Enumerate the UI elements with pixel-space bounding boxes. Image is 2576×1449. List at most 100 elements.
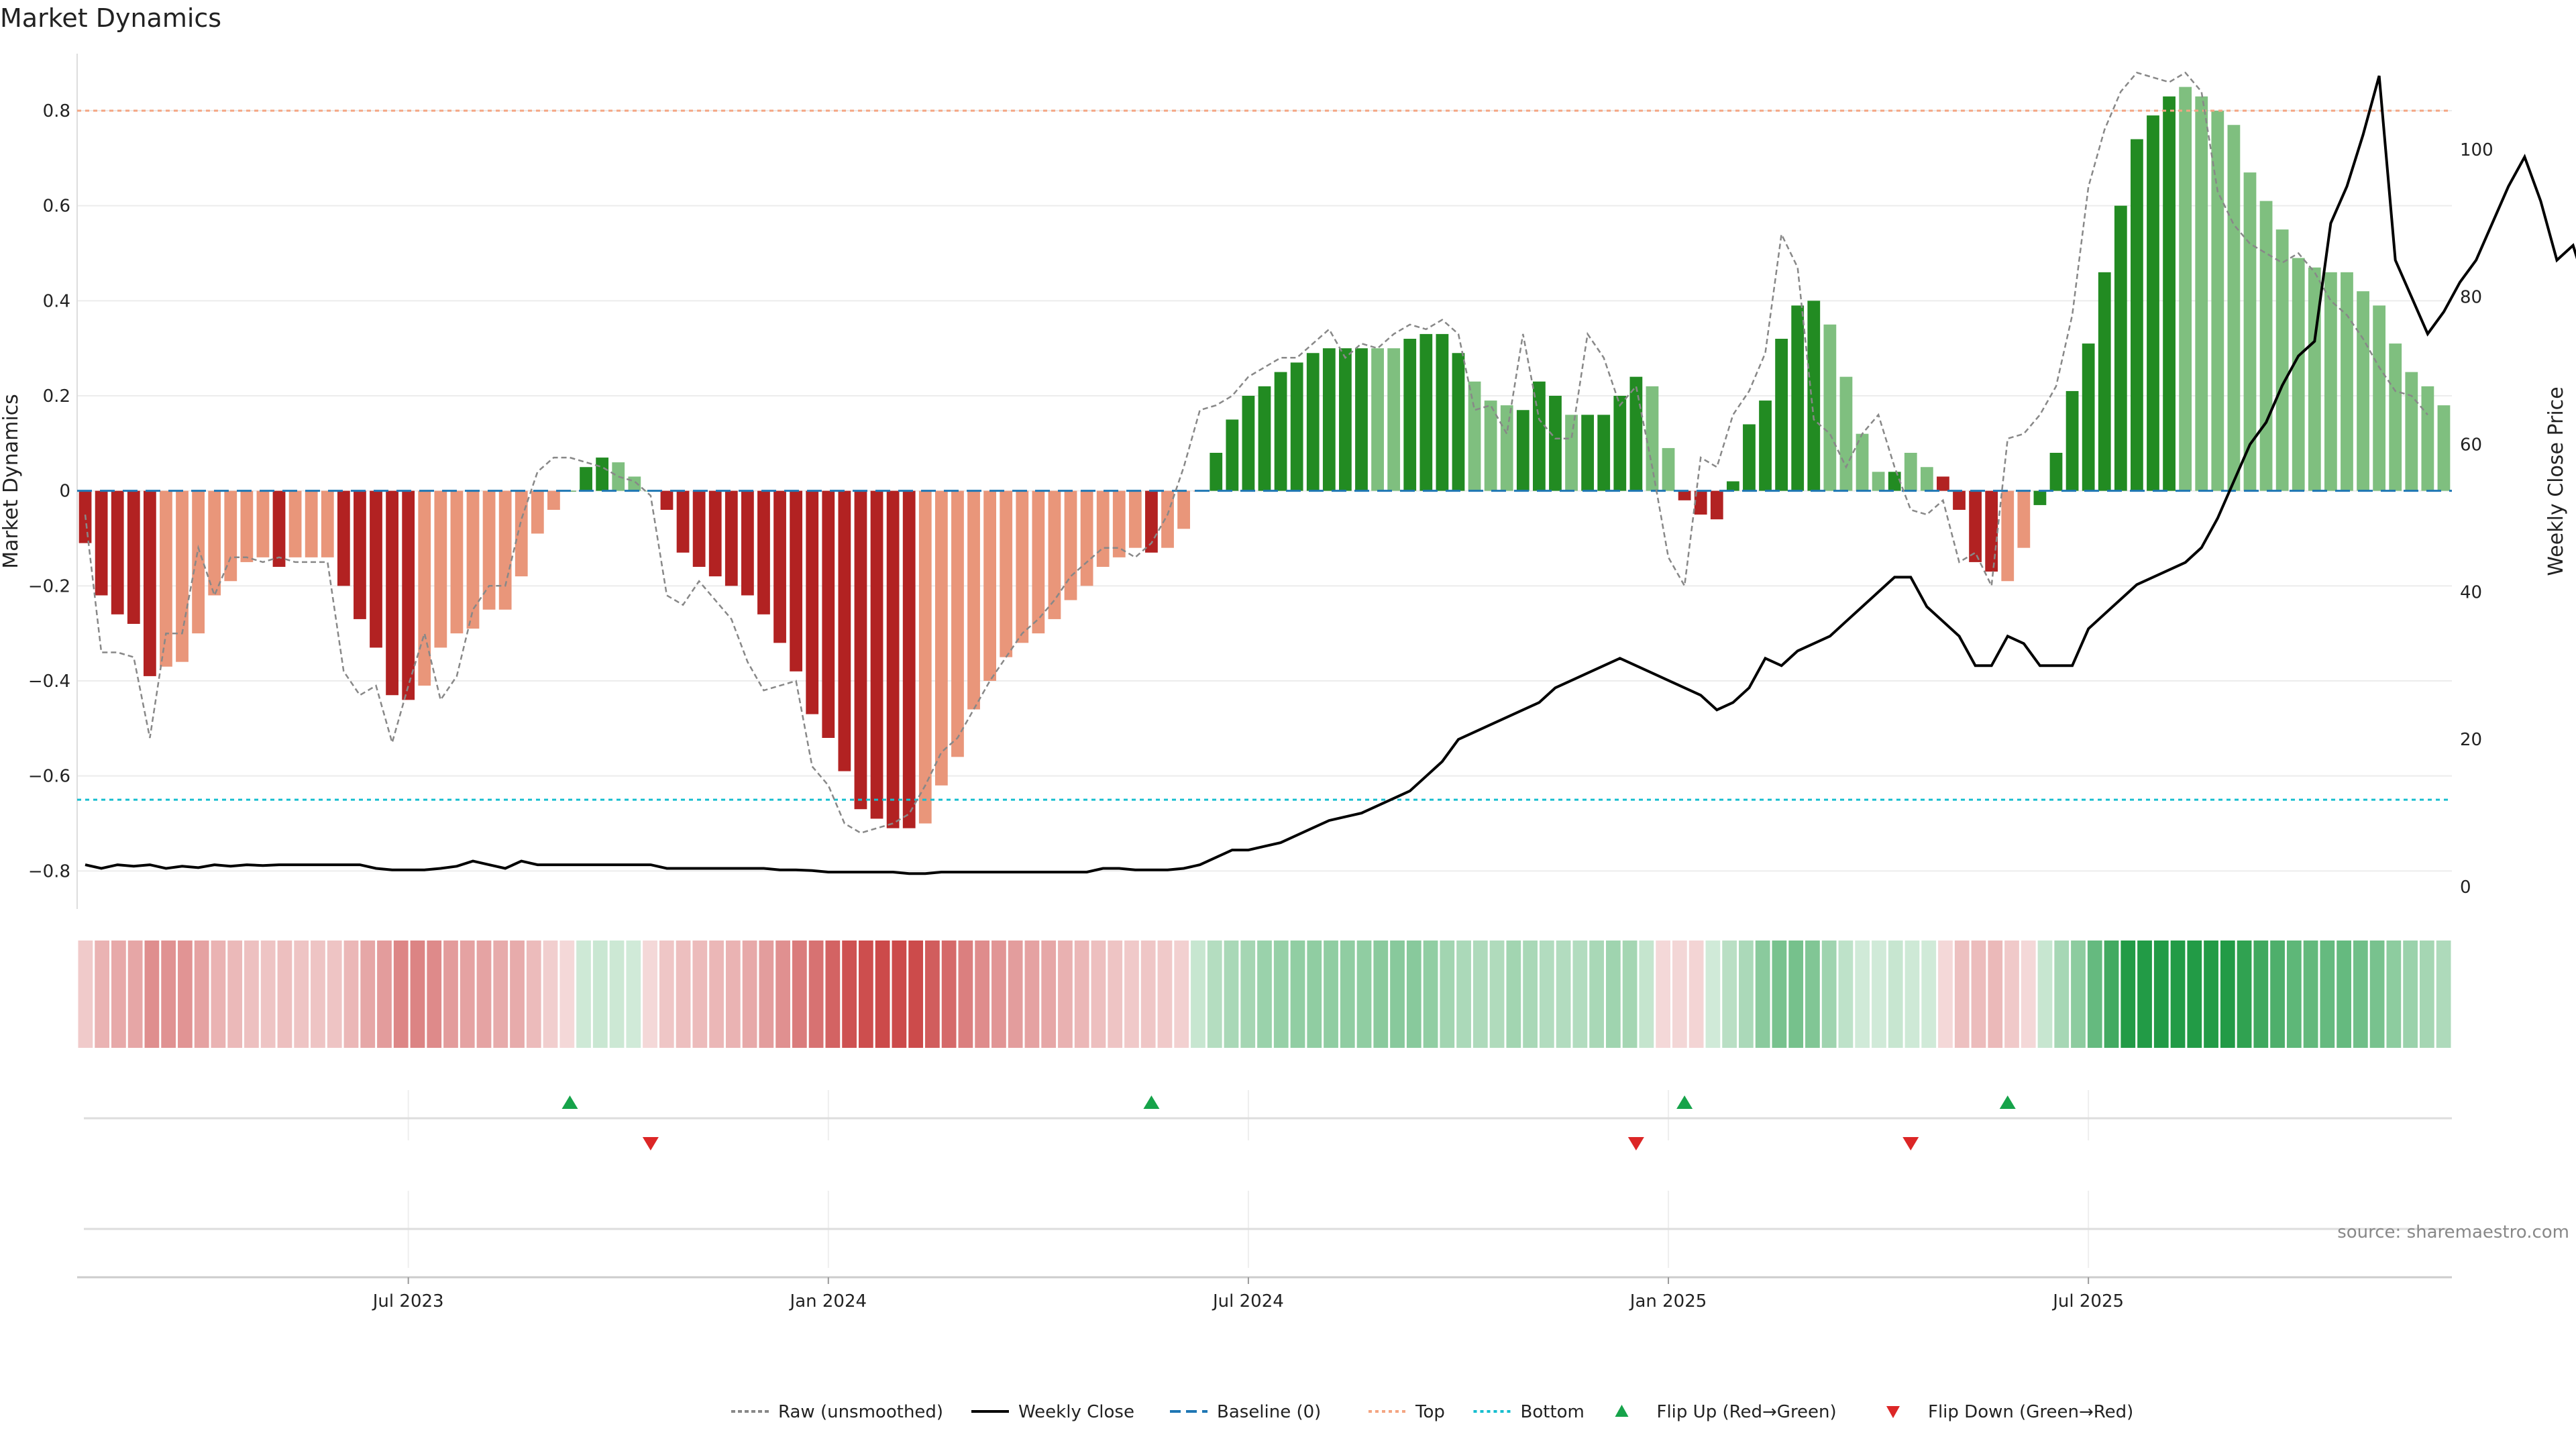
bar (822, 490, 835, 738)
heat-cell (2204, 941, 2218, 1048)
bar (1436, 333, 1449, 491)
bar (1322, 348, 1336, 491)
bar (2373, 305, 2386, 491)
bar (2195, 96, 2208, 491)
heat-cell (2104, 941, 2119, 1048)
heat-cell (875, 941, 890, 1048)
bar (256, 490, 270, 557)
y2-tick-label: 100 (2460, 140, 2493, 160)
heat-cell (941, 941, 957, 1048)
bar (2163, 96, 2176, 491)
heat-cell (1108, 941, 1123, 1048)
heat-cell (95, 941, 110, 1048)
heat-cell (1324, 941, 1338, 1048)
bar (354, 490, 366, 619)
bar (434, 490, 447, 648)
legend-label: Flip Down (Green→Red) (1928, 1402, 2133, 1422)
heat-cell (1257, 941, 1272, 1048)
heat-cell (709, 941, 724, 1048)
bar (1096, 490, 1110, 567)
bar (918, 490, 932, 824)
heat-cell (2087, 941, 2102, 1048)
bar (1306, 353, 1320, 491)
heat-cell (825, 941, 841, 1048)
heat-cell (1506, 941, 1521, 1048)
bar (628, 476, 641, 491)
heat-cell (1423, 941, 1438, 1048)
bar (2324, 272, 2337, 491)
bar (1662, 447, 1675, 491)
bar (2421, 386, 2434, 491)
heat-cell (127, 941, 143, 1048)
bar (2275, 229, 2289, 491)
heat-cell (1821, 941, 1837, 1048)
heat-cell (1406, 941, 1421, 1048)
y-axis-title: Market Dynamics (0, 394, 23, 569)
bar (790, 490, 803, 672)
bar (305, 490, 318, 557)
heat-cell (78, 941, 93, 1048)
legend-label: Raw (unsmoothed) (778, 1402, 943, 1422)
heat-cell (1273, 941, 1289, 1048)
y-tick-label: −0.2 (28, 576, 70, 596)
legend-item-close: Weekly Close (971, 1402, 1134, 1422)
bar (1565, 415, 1578, 491)
x-tick-label: Jan 2025 (1629, 1291, 1707, 1311)
bar (95, 490, 108, 596)
bar (1000, 490, 1013, 657)
heat-cell (1157, 941, 1173, 1048)
bar (967, 490, 980, 710)
legend-item-bottom: Bottom (1473, 1402, 1585, 1422)
bar (902, 490, 916, 828)
heat-cell (1988, 941, 2003, 1048)
bar (708, 490, 722, 577)
heat-cell (1390, 941, 1405, 1048)
legend: Raw (unsmoothed) Weekly Close Baseline (0)… (731, 1402, 2133, 1422)
bar (2227, 125, 2241, 491)
heat-cell (1605, 941, 1621, 1048)
bar (2437, 405, 2451, 491)
legend-label: Top (1415, 1402, 1445, 1422)
bar (1355, 348, 1368, 491)
bar (1904, 453, 1917, 491)
heat-cell (543, 941, 558, 1048)
heat-cell (1656, 941, 1671, 1048)
heat-cell (2386, 941, 2402, 1048)
heat-cell (1008, 941, 1023, 1048)
legend-item-flip_up: Flip Up (Red→Green) (1615, 1402, 1837, 1422)
heat-cell (609, 941, 625, 1048)
heat-cell (1805, 941, 1820, 1048)
bar (160, 490, 172, 667)
bar (337, 490, 350, 586)
flip-up-marker (1676, 1095, 1693, 1109)
bar (1920, 467, 1933, 491)
heat-cell (1024, 941, 1040, 1048)
heat-cell (2137, 941, 2152, 1048)
heat-cell (1705, 941, 1721, 1048)
heat-cell (1772, 941, 1787, 1048)
bar (2389, 343, 2402, 491)
weekly-close-line (85, 75, 2576, 875)
bar (773, 490, 786, 643)
heat-cell (111, 941, 126, 1048)
heat-cell (1174, 941, 1189, 1048)
y2-tick-label: 80 (2460, 288, 2482, 308)
heat-cell (460, 941, 475, 1048)
heat-cell (2237, 941, 2252, 1048)
bar (1856, 433, 1869, 491)
y-tick-label: 0.2 (43, 386, 70, 407)
heat-cell (294, 941, 309, 1048)
heat-cell (775, 941, 790, 1048)
heat-cell (1739, 941, 1754, 1048)
y-tick-label: −0.6 (28, 767, 70, 787)
bar (1387, 348, 1401, 491)
heat-cell (360, 941, 376, 1048)
bar (934, 490, 948, 786)
bar (1112, 490, 1126, 557)
legend-item-top: Top (1368, 1402, 1445, 1422)
heat-cell (991, 941, 1006, 1048)
heat-cell (1091, 941, 1106, 1048)
bar (2179, 87, 2192, 491)
heat-cell (1904, 941, 1920, 1048)
bar (498, 490, 512, 610)
